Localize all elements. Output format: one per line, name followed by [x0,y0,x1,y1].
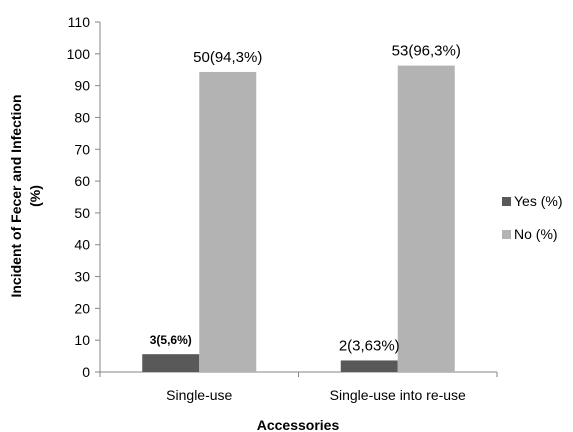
bar-data-label: 50(94,3%) [193,49,262,66]
y-axis-title: Incident of Fecer and Infection (%) [8,94,43,297]
bar [397,65,455,372]
bar-data-label: 3(5,6%) [150,333,192,347]
y-tick-label: 0 [82,364,90,380]
y-tick-label: 50 [74,205,90,221]
bars [142,65,455,373]
y-tick-label: 40 [74,237,90,253]
y-axis: 0 10 20 30 40 50 60 70 80 90 100 110 [67,14,101,380]
bar-data-label: 53(96,3%) [392,43,461,60]
bar [340,360,398,372]
bar-data-label: 2(3,63%) [339,337,400,354]
y-axis-title-line1: Incident of Fecer and Infection [8,94,24,297]
legend-label: No (%) [514,226,558,242]
y-axis-title-line2: (%) [27,185,43,207]
x-category-label: Single-use into re-use [330,387,466,403]
y-tick-label: 110 [68,14,91,30]
legend: Yes (%) No (%) [502,193,563,242]
y-tick-label: 20 [74,300,90,316]
y-tick-label: 80 [74,109,90,125]
x-category-label: Single-use [166,387,232,403]
bar [199,71,257,373]
legend-swatch [502,230,511,239]
x-axis: Single-use Single-use into re-use [99,371,498,403]
y-tick-label: 30 [74,269,90,285]
y-tick-label: 60 [74,173,90,189]
legend-swatch [502,197,511,206]
y-tick-label: 100 [67,46,91,62]
legend-label: Yes (%) [514,193,563,209]
y-tick-label: 90 [74,78,90,94]
y-tick-label: 70 [74,141,90,157]
x-axis-title: Accessories [257,417,340,432]
data-labels: 3(5,6%) 2(3,63%) 50(94,3%) 53(96,3%) [150,43,461,355]
y-tick-label: 10 [74,332,90,348]
bar [142,354,200,372]
